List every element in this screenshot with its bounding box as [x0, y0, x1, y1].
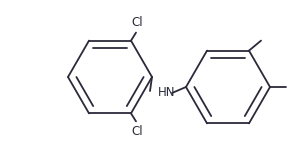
Text: HN: HN	[158, 86, 176, 100]
Text: Cl: Cl	[131, 125, 143, 138]
Text: Cl: Cl	[131, 16, 143, 29]
